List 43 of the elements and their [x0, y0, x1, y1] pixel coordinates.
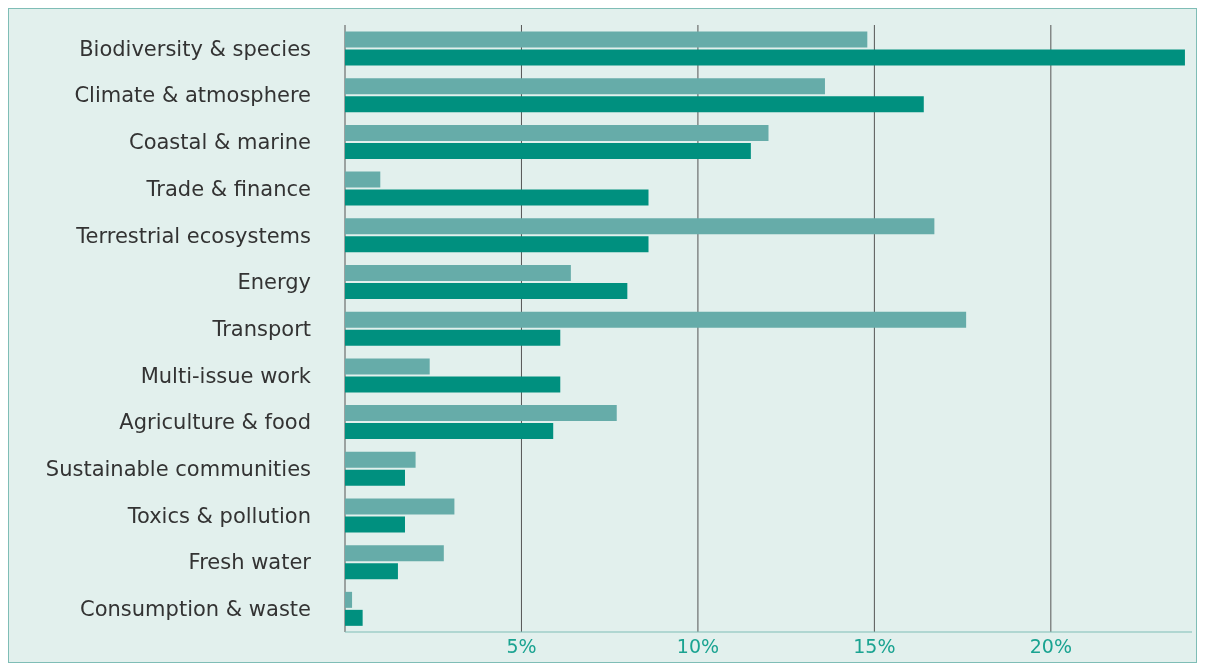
x-tick-label: 10% [676, 635, 720, 658]
bar [345, 283, 628, 299]
y-tick-label: Agriculture & food [119, 410, 311, 435]
bar [345, 189, 649, 206]
y-tick-label: Consumption & waste [80, 597, 311, 622]
bar [345, 405, 617, 422]
bar [345, 609, 363, 626]
y-tick-label: Coastal & marine [128, 130, 311, 155]
y-tick-label: Multi-issue work [140, 363, 312, 388]
bar [345, 516, 405, 533]
bar [345, 265, 571, 281]
bar [345, 591, 353, 608]
bar [345, 78, 825, 95]
y-tick-label: Fresh water [188, 550, 312, 575]
bar [345, 236, 649, 253]
bar [345, 423, 554, 440]
bar [345, 563, 398, 580]
y-tick-label: Terrestrial ecosystems [75, 223, 311, 248]
x-tick-label: 15% [853, 635, 896, 658]
bar [345, 376, 561, 393]
y-tick-label: Toxics & pollution [126, 503, 311, 528]
bar [345, 96, 924, 113]
x-tick-label: 20% [1029, 635, 1072, 658]
y-tick-label: Sustainable communities [45, 457, 311, 482]
bar [345, 311, 967, 328]
bar [345, 124, 769, 141]
bar [345, 498, 455, 515]
bar [345, 218, 935, 235]
y-tick-label: Biodiversity & species [79, 36, 311, 61]
bar [345, 329, 561, 346]
bar [345, 469, 405, 486]
bar [345, 31, 868, 48]
bar [345, 49, 1185, 66]
bar [345, 451, 416, 468]
bar [345, 171, 381, 188]
bar [345, 358, 430, 375]
y-tick-label: Climate & atmosphere [74, 83, 311, 108]
y-tick-label: Transport [211, 316, 311, 341]
bar [345, 545, 444, 562]
bar [345, 142, 751, 159]
x-tick-label: 5% [506, 635, 537, 658]
y-tick-label: Energy [237, 270, 311, 295]
y-tick-label: Trade & finance [145, 176, 311, 201]
